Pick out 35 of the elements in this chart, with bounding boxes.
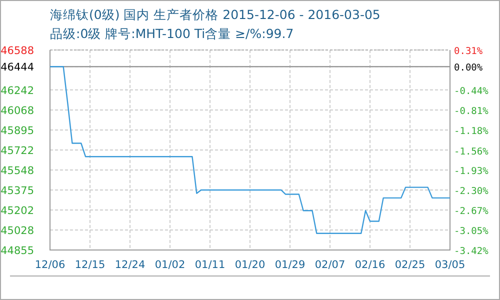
chart-subtitle: 品级:0级 牌号:MHT-100 Ti含量 ≥/%:99.7: [50, 26, 294, 41]
y-tick-label: 46444: [0, 62, 34, 74]
y-tick-label: 45722: [0, 144, 34, 157]
x-tick-label: 01/29: [274, 259, 306, 271]
y-tick-label: 46242: [0, 84, 34, 97]
y2-tick-label: -1.56%: [454, 146, 489, 158]
y-tick-label: 45548: [0, 165, 34, 178]
x-tick-label: 12/15: [74, 259, 106, 271]
y2-tick-label: 0.31%: [454, 46, 483, 57]
y2-tick-label: -1.93%: [454, 166, 489, 178]
y-tick-label: 45895: [0, 124, 34, 137]
x-tick-label: 01/11: [194, 259, 226, 271]
y2-tick-label: 0.00%: [454, 62, 483, 74]
y2-tick-label: -0.44%: [454, 86, 489, 98]
x-tick-label: 02/16: [354, 259, 386, 271]
y-tick-label: 46068: [0, 105, 34, 118]
x-tick-label: 12/24: [114, 259, 146, 271]
x-tick-label: 12/06: [34, 259, 66, 271]
x-tick-label: 03/05: [434, 259, 466, 271]
y2-tick-label: -0.81%: [454, 106, 489, 118]
y2-tick-label: -1.18%: [454, 126, 489, 137]
y2-tick-label: -2.30%: [454, 186, 489, 197]
y-tick-label: 46588: [0, 45, 34, 57]
y2-tick-label: -3.42%: [454, 246, 489, 257]
y2-tick-label: -3.05%: [454, 226, 489, 238]
y-tick-label: 45028: [0, 225, 34, 238]
y-tick-label: 45202: [0, 204, 34, 217]
y-tick-label: 44855: [0, 245, 34, 257]
y-tick-label: 45375: [0, 184, 34, 197]
x-tick-label: 01/02: [154, 259, 186, 271]
x-tick-label: 01/20: [234, 259, 266, 271]
x-tick-label: 02/07: [314, 259, 346, 271]
x-tick-label: 02/25: [394, 259, 426, 271]
chart-title: 海绵钛(0级) 国内 生产者价格 2015-12-06 - 2016-03-05: [50, 7, 380, 22]
y2-tick-label: -2.67%: [454, 206, 489, 217]
